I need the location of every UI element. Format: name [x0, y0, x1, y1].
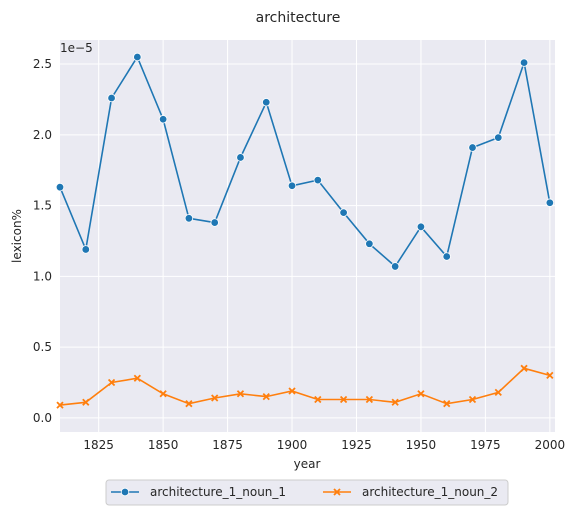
data-point [236, 390, 245, 398]
data-point [339, 395, 348, 404]
x-tick-label: 1900 [277, 438, 308, 452]
data-point [107, 93, 116, 103]
y-offset-label: 1e−5 [60, 41, 93, 55]
data-point [210, 218, 219, 227]
y-tick-label: 1.5 [33, 199, 52, 213]
data-point [313, 175, 323, 185]
data-point [494, 388, 502, 397]
data-point [159, 390, 167, 398]
data-point [365, 239, 374, 248]
chart-title: architecture [256, 10, 341, 26]
data-point [184, 214, 194, 223]
data-point [185, 400, 193, 408]
legend-label: architecture_1_noun_2 [362, 485, 498, 499]
series-line [59, 367, 551, 406]
legend-item: architecture_1_noun_2 [323, 485, 498, 499]
legend-marker [120, 487, 130, 497]
data-point [365, 395, 374, 404]
data-point [288, 387, 296, 395]
data-point [545, 198, 555, 207]
data-point [520, 364, 528, 372]
plot-area [60, 40, 555, 432]
data-point [468, 395, 477, 404]
data-point [390, 262, 400, 271]
data-point [443, 400, 451, 408]
x-tick-label: 1950 [406, 438, 437, 452]
data-point [494, 133, 503, 142]
y-axis-ticks: 0.0 0.5 1.0 1.5 2.0 2.5 [33, 57, 52, 425]
x-tick-label: 2000 [535, 438, 566, 452]
series-layer [55, 52, 555, 409]
x-tick-label: 1850 [148, 438, 179, 452]
data-point [262, 392, 270, 401]
series-line [59, 55, 551, 268]
data-point [133, 374, 141, 382]
legend: architecture_1_noun_1 architecture_1_noun… [105, 479, 509, 506]
grid-lines [60, 40, 555, 432]
legend-marker [333, 488, 341, 496]
series-architecture_1_noun_1 [55, 52, 555, 271]
x-axis-label: year [294, 457, 321, 471]
x-tick-label: 1925 [341, 438, 372, 452]
y-tick-label: 0.0 [33, 411, 52, 425]
legend-label: architecture_1_noun_1 [150, 485, 286, 499]
data-point [211, 394, 219, 402]
x-axis-ticks: 1825 1850 1875 1900 1925 1950 1975 2000 [83, 438, 565, 452]
data-point [417, 390, 425, 398]
data-point [314, 395, 322, 404]
data-point [56, 401, 64, 409]
data-point [391, 398, 399, 406]
y-axis-label: lexicon% [10, 209, 24, 263]
x-tick-label: 1825 [83, 438, 114, 452]
series-architecture_1_noun_2 [56, 364, 554, 409]
data-point [339, 208, 348, 217]
data-point [287, 181, 297, 190]
data-point [158, 115, 168, 124]
data-point [82, 398, 90, 406]
data-point [55, 182, 65, 192]
legend-item: architecture_1_noun_1 [111, 485, 286, 499]
data-point [236, 153, 245, 162]
y-tick-label: 2.5 [33, 57, 52, 71]
y-tick-label: 0.5 [33, 340, 52, 354]
x-tick-label: 1875 [212, 438, 243, 452]
data-point [546, 371, 554, 380]
x-tick-label: 1975 [470, 438, 501, 452]
data-point [107, 378, 116, 387]
data-point [81, 245, 90, 254]
data-point [468, 143, 477, 152]
data-point [262, 98, 271, 107]
data-point [133, 52, 142, 62]
y-tick-label: 1.0 [33, 269, 52, 283]
y-tick-label: 2.0 [33, 128, 52, 142]
legend-box [105, 479, 509, 506]
data-point [416, 222, 426, 232]
data-point [442, 252, 451, 261]
data-point [519, 58, 529, 67]
